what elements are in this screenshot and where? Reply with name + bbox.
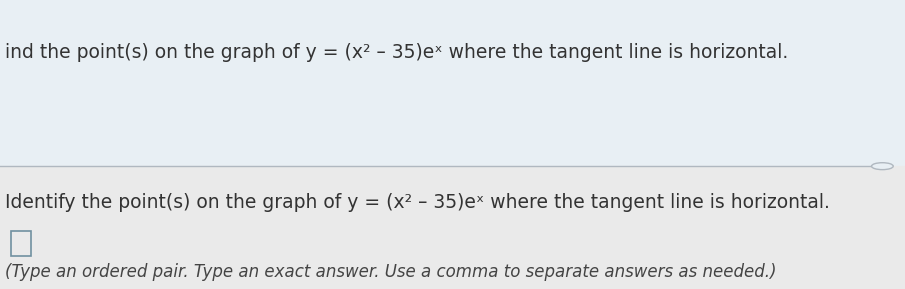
Text: ind the point(s) on the graph of y = (x² – 35)eˣ where the tangent line is horiz: ind the point(s) on the graph of y = (x²… [5, 42, 787, 62]
Bar [0, 12, 905, 166]
Text: Identify the point(s) on the graph of y = (x² – 35)eˣ where the tangent line is : Identify the point(s) on the graph of y … [5, 193, 829, 212]
Circle shape [872, 163, 893, 170]
Bar [0, 166, 905, 289]
Text: (Type an ordered pair. Type an exact answer. Use a comma to separate answers as : (Type an ordered pair. Type an exact ans… [5, 263, 776, 281]
Bar [11, 231, 31, 256]
